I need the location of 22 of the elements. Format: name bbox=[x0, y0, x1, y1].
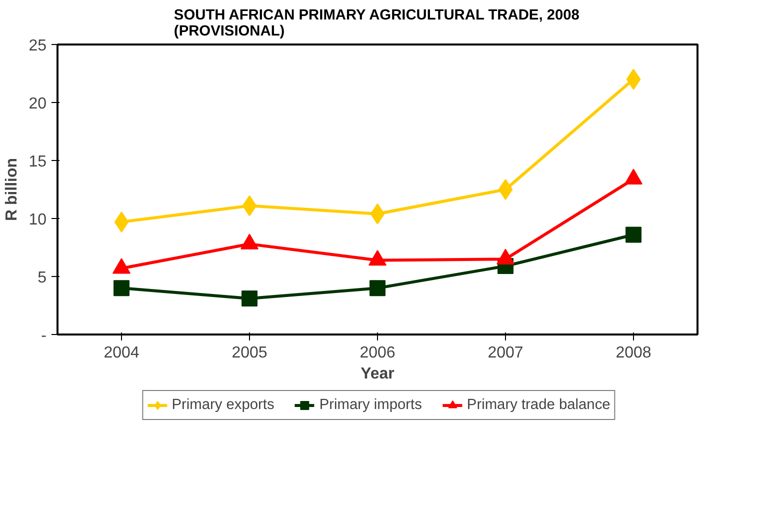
point bbox=[626, 226, 642, 243]
chart-title: SOUTH AFRICAN PRIMARY AGRICULTURAL TRADE, 2008 (PROVISIONAL) bbox=[174, 8, 580, 40]
x-tick-label: 2007 bbox=[488, 344, 524, 362]
point bbox=[242, 290, 258, 307]
y-tick-label: - bbox=[41, 328, 46, 344]
point bbox=[370, 280, 386, 296]
y-tick-label: 10 bbox=[28, 212, 47, 228]
legend-label: Primary imports bbox=[319, 397, 422, 413]
y-axis-title: R billion bbox=[4, 158, 21, 222]
point bbox=[498, 179, 513, 200]
legend-label: Primary trade balance bbox=[466, 397, 610, 413]
point bbox=[114, 280, 130, 296]
legend-label: Primary exports bbox=[172, 397, 274, 413]
y-tick-label: 5 bbox=[38, 270, 47, 286]
x-tick-label: 2004 bbox=[104, 344, 140, 362]
y-tick-label: 25 bbox=[28, 38, 47, 54]
x-tick-label: 2008 bbox=[616, 344, 652, 362]
y-tick-label: 20 bbox=[28, 96, 47, 112]
x-axis-title: Year bbox=[360, 366, 394, 382]
y-tick-label: 15 bbox=[28, 154, 47, 170]
x-tick-label: 2005 bbox=[232, 344, 268, 362]
x-tick-label: 2006 bbox=[360, 344, 396, 362]
